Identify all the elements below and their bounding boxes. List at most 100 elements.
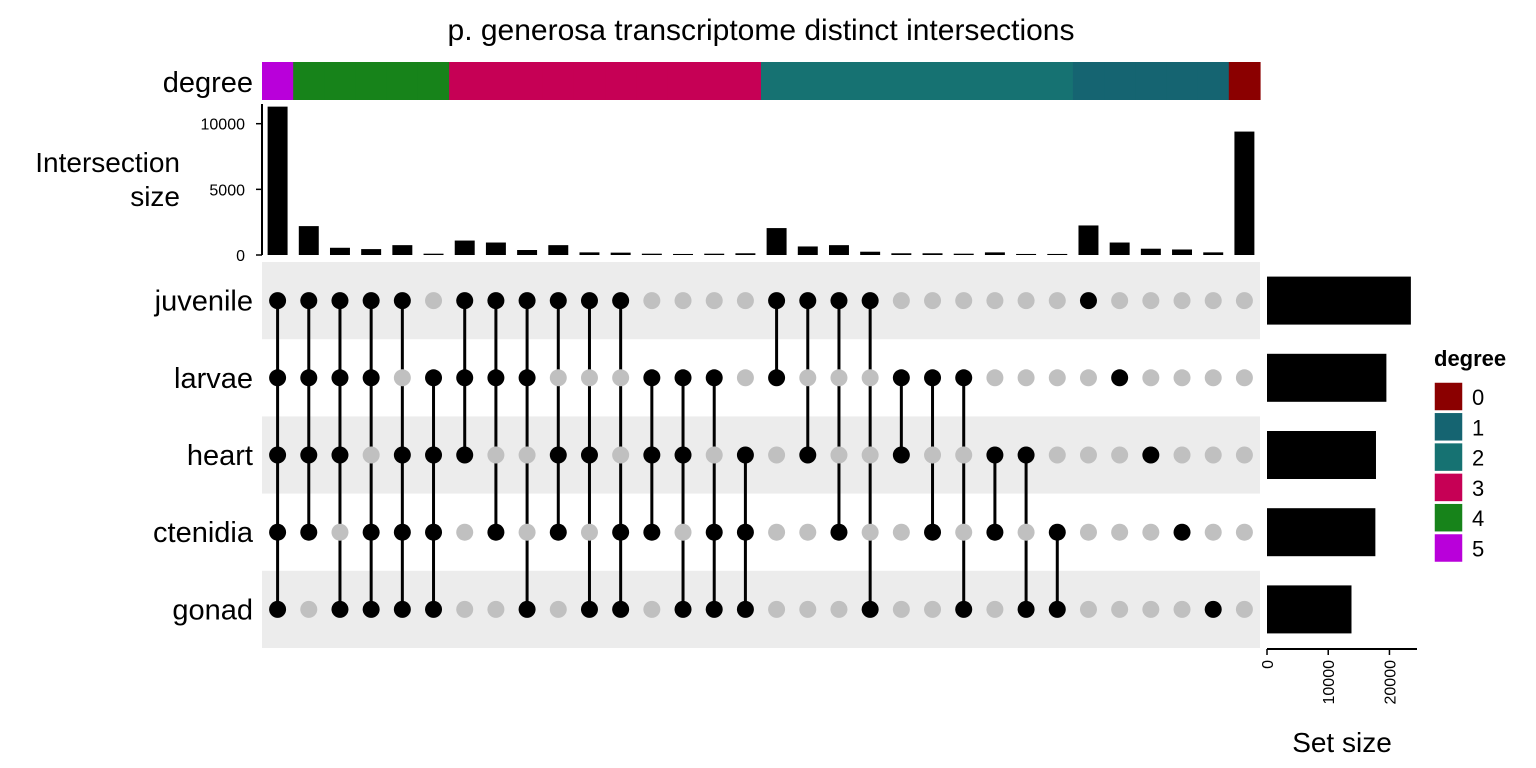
intersection-bar-27: [1078, 225, 1099, 255]
matrix-dot-on-gonad-5: [393, 600, 411, 618]
matrix-dot-off-juvenile-21: [892, 292, 910, 310]
matrix-dot-on-gonad-6: [425, 600, 443, 618]
matrix-dot-off-juvenile-24: [986, 292, 1004, 310]
matrix-dot-on-ctenidia-12: [612, 523, 630, 541]
set-size-x-tick-label: 10000: [1321, 660, 1338, 705]
degree-cell-6: [417, 62, 450, 100]
intersection-bar-31: [1203, 252, 1224, 255]
legend-label-2: 2: [1472, 446, 1484, 471]
matrix-dot-off-heart-19: [830, 446, 848, 464]
intersection-bar-20: [860, 251, 881, 255]
matrix-dot-on-heart-10: [549, 446, 567, 464]
degree-cell-4: [355, 62, 388, 100]
matrix-dot-on-heart-13: [643, 446, 661, 464]
matrix-dot-off-gonad-8: [487, 600, 505, 618]
degree-track-label: degree: [163, 67, 253, 99]
matrix-dot-off-ctenidia-17: [768, 523, 786, 541]
legend-swatch-4: [1433, 502, 1464, 533]
intersection-bar-12: [610, 252, 631, 255]
degree-cell-18: [792, 62, 824, 100]
matrix-dot-on-gonad-20: [861, 600, 879, 618]
matrix-dot-off-gonad-19: [830, 600, 848, 618]
intersection-bar-2: [298, 226, 319, 255]
matrix-dot-on-heart-7: [456, 446, 474, 464]
degree-cell-15: [698, 62, 731, 100]
degree-cell-28: [1104, 62, 1136, 100]
degree-cell-22: [916, 62, 949, 100]
matrix-dot-on-heart-5: [393, 446, 411, 464]
intersection-bar-3: [329, 247, 350, 255]
intersection-y-tick-label: 5000: [209, 182, 245, 199]
matrix-dot-on-ctenidia-6: [425, 523, 443, 541]
matrix-dot-on-larvae-8: [487, 369, 505, 387]
matrix-dot-off-ctenidia-7: [456, 523, 474, 541]
matrix-dot-on-ctenidia-26: [1048, 523, 1066, 541]
matrix-dot-off-gonad-17: [768, 600, 786, 618]
intersection-bar-1: [267, 106, 288, 255]
degree-cell-30: [1166, 62, 1199, 100]
matrix-dot-on-larvae-7: [456, 369, 474, 387]
matrix-dot-on-gonad-3: [331, 600, 349, 618]
matrix-dot-on-juvenile-8: [487, 292, 505, 310]
matrix-dot-off-juvenile-6: [425, 292, 443, 310]
matrix-dot-off-ctenidia-14: [674, 523, 692, 541]
matrix-dot-off-larvae-10: [549, 369, 567, 387]
matrix-dot-on-larvae-23: [955, 369, 973, 387]
matrix-dot-on-juvenile-2: [300, 292, 318, 310]
intersection-bar-10: [548, 245, 569, 255]
degree-cell-25: [1010, 62, 1043, 100]
legend-title: degree: [1434, 346, 1506, 371]
matrix-dot-on-juvenile-19: [830, 292, 848, 310]
matrix-dot-off-heart-22: [924, 446, 942, 464]
matrix-dot-on-gonad-26: [1048, 600, 1066, 618]
legend-label-3: 3: [1472, 476, 1484, 501]
set-size-label: Set size: [1292, 727, 1392, 758]
matrix-dot-off-heart-27: [1079, 446, 1097, 464]
matrix-dot-on-heart-21: [892, 446, 910, 464]
intersection-bar-13: [641, 253, 662, 255]
matrix-band-heart: [262, 416, 1260, 494]
matrix-dot-off-gonad-29: [1142, 600, 1160, 618]
matrix-dot-on-larvae-3: [331, 369, 349, 387]
matrix-dot-on-ctenidia-8: [487, 523, 505, 541]
matrix-panel: juvenile larvae heart ctenidia gonad: [153, 262, 1260, 648]
matrix-dot-on-juvenile-5: [393, 292, 411, 310]
matrix-dot-off-juvenile-22: [924, 292, 942, 310]
matrix-dot-on-ctenidia-19: [830, 523, 848, 541]
matrix-dot-on-juvenile-3: [331, 292, 349, 310]
set-size-x-tick-label: 20000: [1382, 660, 1399, 705]
degree-cell-14: [667, 62, 700, 100]
matrix-dot-off-larvae-5: [393, 369, 411, 387]
matrix-dot-on-ctenidia-13: [643, 523, 661, 541]
matrix-dot-off-larvae-20: [861, 369, 879, 387]
matrix-dot-on-juvenile-11: [580, 292, 598, 310]
degree-cell-2: [293, 62, 325, 100]
matrix-dot-off-gonad-7: [456, 600, 474, 618]
intersection-bar-30: [1172, 249, 1193, 255]
degree-cell-26: [1041, 62, 1074, 100]
matrix-dot-off-juvenile-25: [1017, 292, 1035, 310]
set-size-bar-ctenidia: [1267, 508, 1376, 557]
degree-cell-12: [605, 62, 637, 100]
matrix-dot-on-gonad-11: [580, 600, 598, 618]
matrix-dot-on-gonad-15: [705, 600, 723, 618]
matrix-dot-on-heart-18: [799, 446, 817, 464]
matrix-dot-off-larvae-12: [612, 369, 630, 387]
matrix-dot-on-gonad-14: [674, 600, 692, 618]
matrix-dot-off-ctenidia-29: [1142, 523, 1160, 541]
matrix-dot-off-larvae-16: [736, 369, 754, 387]
set-label-ctenidia: ctenidia: [153, 517, 254, 549]
intersection-size-label: Intersection size: [35, 147, 180, 212]
intersection-bar-4: [361, 249, 382, 255]
matrix-dot-on-heart-16: [736, 446, 754, 464]
degree-cell-10: [542, 62, 575, 100]
matrix-dot-on-larvae-6: [425, 369, 443, 387]
matrix-dot-off-juvenile-32: [1235, 292, 1253, 310]
matrix-dot-on-juvenile-17: [768, 292, 786, 310]
degree-cell-31: [1197, 62, 1230, 100]
intersection-bar-14: [673, 253, 694, 255]
matrix-dot-off-juvenile-28: [1111, 292, 1129, 310]
intersection-bar-25: [1016, 253, 1037, 255]
legend: degree 0 1 2 3 4 5: [1433, 346, 1506, 564]
